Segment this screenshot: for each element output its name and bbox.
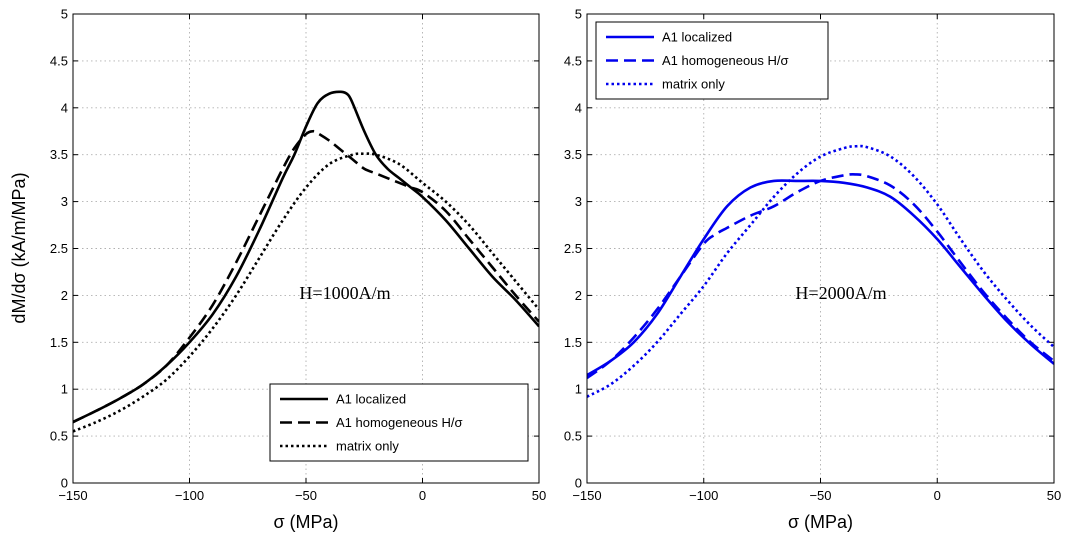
x-tick-label: 0 bbox=[934, 488, 941, 503]
field-annotation: H=1000A/m bbox=[299, 283, 390, 303]
legend-box bbox=[269, 383, 529, 462]
y-tick-label: 2.5 bbox=[50, 241, 68, 256]
legend: A1 localized A1 homogeneous H/σ matrix onl… bbox=[269, 383, 529, 462]
chart-panel-right: −150 −100 −50 0 50 0 0.5 1 1.5 2 2.5 3 3.5 4 4.5 5 σ (MP… bbox=[564, 7, 1061, 533]
y-tick-label: 1.5 bbox=[50, 335, 68, 350]
y-tick-label: 2.5 bbox=[564, 241, 582, 256]
x-tick-label: −50 bbox=[295, 488, 317, 503]
y-axis-label: dM/dσ (kA/m/MPa) bbox=[9, 172, 29, 323]
y-tick-label: 0 bbox=[61, 476, 68, 491]
x-tick-label: −150 bbox=[58, 488, 87, 503]
series-line-dashed bbox=[587, 173, 1054, 379]
y-tick-label: 0.5 bbox=[564, 429, 582, 444]
legend-label: A1 localized bbox=[336, 392, 406, 407]
series-line-dashed bbox=[73, 129, 539, 424]
y-tick-label: 0.5 bbox=[50, 429, 68, 444]
y-tick-label: 3 bbox=[61, 194, 68, 209]
y-tick-label: 5 bbox=[575, 7, 582, 22]
y-tick-label: 5 bbox=[61, 7, 68, 22]
x-tick-label: −150 bbox=[572, 488, 601, 503]
series-line-dotted bbox=[587, 144, 1054, 398]
y-tick-label: 2 bbox=[575, 288, 582, 303]
x-tick-label: −100 bbox=[175, 488, 204, 503]
legend-label: matrix only bbox=[336, 439, 399, 454]
x-axis-label: σ (MPa) bbox=[273, 512, 338, 532]
x-tick-label: −50 bbox=[809, 488, 831, 503]
y-tick-label: 1 bbox=[575, 382, 582, 397]
legend: A1 localized A1 homogeneous H/σ matrix onl… bbox=[595, 21, 829, 100]
chart-panel-left: −150 −100 −50 0 50 0 0.5 1 1.5 2 2.5 3 3.5 4 4.5 5 σ (MP… bbox=[9, 7, 546, 533]
y-tick-label: 2 bbox=[61, 288, 68, 303]
y-tick-label: 1 bbox=[61, 382, 68, 397]
series-line-solid bbox=[73, 90, 539, 424]
x-axis-label: σ (MPa) bbox=[788, 512, 853, 532]
legend-label: matrix only bbox=[662, 77, 725, 92]
y-tick-label: 4.5 bbox=[564, 53, 582, 68]
series-line-dotted bbox=[73, 152, 539, 433]
legend-label: A1 homogeneous H/σ bbox=[662, 53, 789, 68]
y-tick-label: 0 bbox=[575, 476, 582, 491]
legend-label: A1 localized bbox=[662, 30, 732, 45]
x-tick-label: −100 bbox=[689, 488, 718, 503]
x-tick-label: 0 bbox=[419, 488, 426, 503]
legend-label: A1 homogeneous H/σ bbox=[336, 415, 463, 430]
y-tick-label: 3.5 bbox=[564, 147, 582, 162]
y-tick-label: 4.5 bbox=[50, 53, 68, 68]
y-tick-label: 4 bbox=[575, 100, 582, 115]
y-tick-label: 3.5 bbox=[50, 147, 68, 162]
y-tick-label: 1.5 bbox=[564, 335, 582, 350]
field-annotation: H=2000A/m bbox=[795, 283, 886, 303]
y-tick-label: 3 bbox=[575, 194, 582, 209]
x-tick-label: 50 bbox=[532, 488, 546, 503]
x-tick-label: 50 bbox=[1047, 488, 1061, 503]
y-tick-label: 4 bbox=[61, 100, 68, 115]
